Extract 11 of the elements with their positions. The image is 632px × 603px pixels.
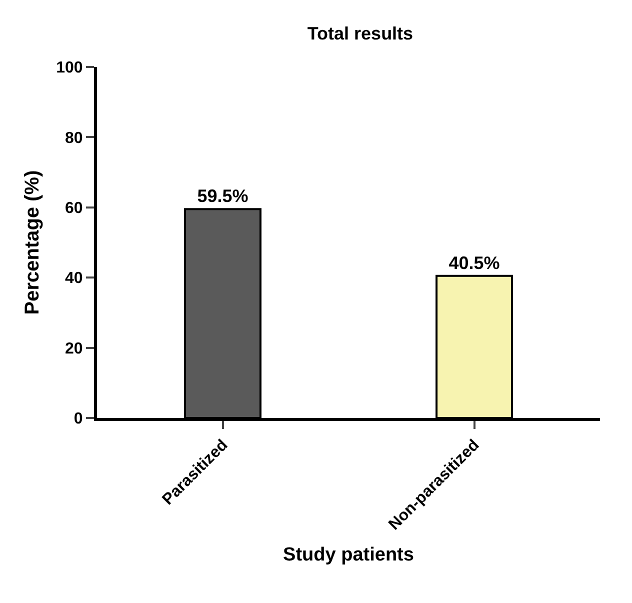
data-label: 40.5% (448, 252, 500, 273)
x-axis-title: Study patients (283, 544, 414, 566)
data-label: 59.5% (197, 186, 248, 206)
y-tick-label: 100 (56, 60, 83, 77)
y-tick-label: 20 (65, 340, 83, 358)
y-tick-label: 40 (65, 270, 83, 288)
y-tick-label: 60 (65, 200, 83, 217)
y-axis-title: Percentage (%) (22, 170, 44, 315)
y-tick-label: 0 (74, 410, 83, 428)
chart-title: Total results (307, 24, 414, 44)
y-tick-label: 80 (65, 130, 83, 147)
